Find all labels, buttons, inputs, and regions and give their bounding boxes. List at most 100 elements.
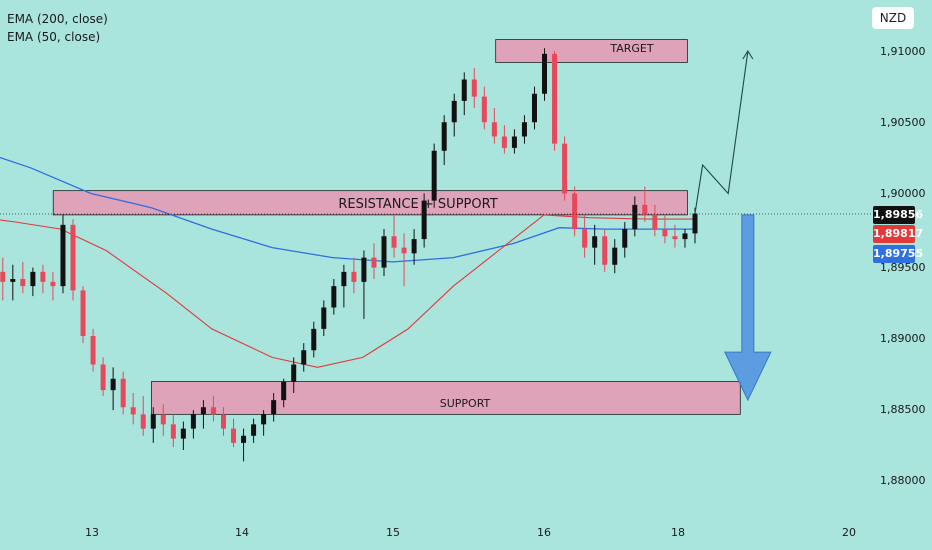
candle (431, 143, 437, 208)
candle (160, 404, 166, 436)
candle-body (642, 204, 648, 215)
projection-layer (694, 49, 772, 402)
candle (511, 129, 517, 154)
candle-body (180, 428, 186, 439)
y-tick-label: 1,88500 (880, 403, 926, 416)
candle (170, 414, 176, 448)
candle-body (210, 407, 216, 415)
indicator-legend: EMA (200, close) EMA (50, close) (7, 10, 108, 46)
candle (632, 196, 638, 237)
candle-body (491, 122, 497, 137)
candle-body (612, 247, 618, 265)
candle (351, 257, 357, 294)
candle-body (662, 229, 668, 237)
candle (341, 264, 347, 308)
candle-body (190, 414, 196, 429)
candle-body (511, 136, 517, 148)
candle-body (552, 53, 558, 144)
currency-badge[interactable]: NZD (872, 7, 914, 29)
last-price-label: 1,89856 (873, 206, 923, 224)
ema-layer (0, 156, 695, 368)
candle-body (241, 435, 247, 443)
zone-support-label: SUPPORT (440, 397, 491, 410)
candle-body (682, 233, 688, 240)
candle (602, 229, 608, 272)
candle (241, 428, 247, 462)
candle (582, 214, 588, 258)
y-tick-label: 1,89000 (880, 332, 926, 345)
candle-body (321, 307, 327, 329)
candle (381, 229, 387, 277)
candle-body (461, 79, 467, 101)
candle-body (301, 350, 307, 365)
candle-body (622, 229, 628, 248)
candle-body (160, 414, 166, 425)
candle (20, 261, 26, 294)
candle (90, 328, 96, 372)
candle-body (170, 424, 176, 439)
candle-body (341, 271, 347, 287)
candle (110, 367, 116, 411)
candle-body (371, 257, 377, 268)
candle (130, 393, 136, 425)
candle (662, 214, 668, 244)
candle (612, 239, 618, 274)
candle-body (50, 281, 56, 287)
candle-body (120, 378, 126, 408)
candle-body (251, 424, 257, 436)
candle (311, 321, 317, 358)
legend-ema50[interactable]: EMA (50, close) (7, 30, 101, 44)
candle-body (90, 336, 96, 365)
candle (120, 371, 126, 415)
zone-target-label: TARGET (609, 42, 654, 55)
candle (140, 395, 146, 436)
candle-body (481, 96, 487, 123)
candle-body (582, 229, 588, 248)
candle (180, 421, 186, 450)
legend-ema200[interactable]: EMA (200, close) (7, 12, 108, 26)
candle (150, 407, 156, 443)
candle (401, 233, 407, 287)
candle (70, 219, 76, 301)
candle (281, 378, 287, 408)
candle-body (632, 204, 638, 230)
candle-body (231, 428, 237, 443)
projection-up-arrowhead (742, 49, 754, 60)
candle (50, 271, 56, 301)
candle-body (531, 93, 537, 123)
candle (682, 229, 688, 248)
x-tick-label: 20 (842, 526, 856, 539)
candle (491, 108, 497, 144)
candle-body (451, 100, 457, 123)
candle (190, 410, 196, 439)
candle (441, 115, 447, 165)
candle (220, 407, 226, 436)
candle-body (361, 257, 367, 282)
candle (210, 395, 216, 422)
candle (271, 393, 277, 422)
candle (10, 264, 16, 301)
candle (572, 186, 578, 237)
candle (501, 125, 507, 154)
candle (471, 68, 477, 108)
candle (361, 250, 367, 319)
projection-down-arrow (724, 214, 772, 402)
candle-body (401, 247, 407, 254)
candle (30, 267, 36, 297)
candle (622, 222, 628, 258)
y-tick-label: 1,90000 (880, 187, 926, 200)
candle-body (150, 414, 156, 429)
candle (371, 243, 377, 279)
candle-body (572, 193, 578, 230)
candles-layer (0, 48, 698, 462)
candle-body (441, 122, 447, 151)
x-tick-label: 14 (235, 526, 249, 539)
zones-layer (52, 39, 741, 415)
y-tick-label: 1,91000 (880, 45, 926, 58)
candle (672, 224, 678, 248)
x-tick-label: 16 (537, 526, 551, 539)
candle-body (0, 271, 6, 282)
candle-body (381, 236, 387, 268)
candle-body (471, 79, 477, 97)
